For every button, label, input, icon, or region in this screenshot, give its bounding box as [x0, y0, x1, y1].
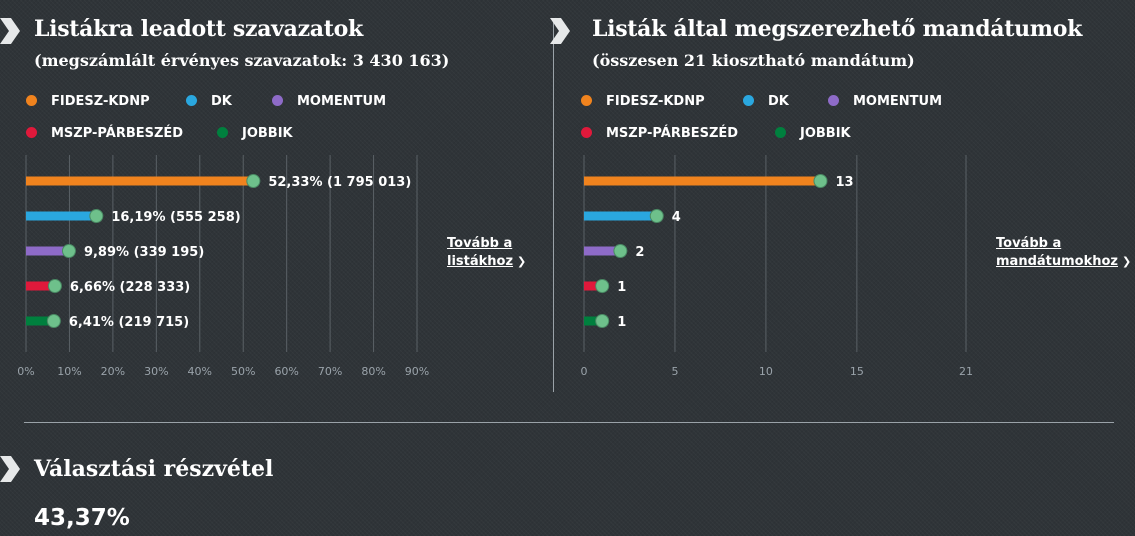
legend-dot-icon	[743, 95, 754, 106]
bar-end-marker	[46, 314, 61, 328]
legend-dot-icon	[581, 95, 592, 106]
votes-panel: Listákra leadott szavazatok (megszámlált…	[0, 0, 550, 400]
bar-momentum	[26, 246, 69, 256]
legend-dot-icon	[217, 127, 228, 138]
bar-mszp	[584, 281, 603, 291]
bar-jobbik	[584, 316, 603, 326]
legend-item-dk: DK	[186, 94, 232, 109]
bar-end-marker	[813, 174, 828, 188]
legend-dot-icon	[775, 127, 786, 138]
bar-dk	[26, 211, 97, 221]
section-chevron-icon	[0, 456, 20, 482]
chevron-right-icon: ❯	[1122, 255, 1132, 268]
legend-dot-icon	[26, 95, 37, 106]
x-tick-label: 10%	[57, 365, 81, 378]
x-tick-label: 40%	[188, 365, 212, 378]
bar-end-marker	[246, 174, 261, 188]
bar-momentum	[584, 246, 621, 256]
data-label: 6,41% (219 715)	[69, 315, 189, 330]
x-tick-label: 0	[581, 365, 588, 378]
legend-dot-icon	[828, 95, 839, 106]
votes-title: Listákra leadott szavazatok	[34, 16, 363, 42]
votes-subtitle: (megszámlált érvényes szavazatok: 3 430 …	[34, 51, 450, 70]
bar-end-marker	[613, 244, 628, 258]
legend-item-momentum: MOMENTUM	[272, 94, 386, 109]
x-tick-label: 80%	[361, 365, 385, 378]
legend-dot-icon	[272, 95, 283, 106]
data-label: 16,19% (555 258)	[111, 210, 240, 225]
bar-jobbik	[26, 316, 54, 326]
legend-item-fidesz: FIDESZ-KDNP	[26, 94, 150, 109]
legend-item-jobbik: JOBBIK	[775, 126, 851, 141]
bar-end-marker	[61, 244, 76, 258]
legend-dot-icon	[26, 127, 37, 138]
bar-end-marker	[47, 279, 62, 293]
bar-fidesz	[584, 176, 821, 186]
x-tick-label: 70%	[318, 365, 342, 378]
bar-dk	[584, 211, 657, 221]
x-tick-label: 20%	[101, 365, 125, 378]
x-tick-label: 50%	[231, 365, 255, 378]
legend-dot-icon	[186, 95, 197, 106]
seats-panel: Listák által megszerezhető mandátumok (ö…	[550, 0, 1135, 400]
turnout-title: Választási részvétel	[34, 456, 274, 482]
x-tick-label: 15	[850, 365, 864, 378]
legend-item-mszp: MSZP-PÁRBESZÉD	[26, 126, 183, 141]
bar-end-marker	[595, 314, 610, 328]
x-tick-label: 10	[759, 365, 773, 378]
horizontal-divider	[24, 422, 1114, 423]
legend-dot-icon	[581, 127, 592, 138]
legend-item-mszp: MSZP-PÁRBESZÉD	[581, 126, 738, 141]
bar-fidesz	[26, 176, 254, 186]
data-label: 4	[672, 210, 681, 225]
data-label: 1	[617, 280, 626, 295]
x-tick-label: 60%	[274, 365, 298, 378]
section-chevron-icon	[0, 18, 20, 44]
more-seats-link[interactable]: Tovább a mandátumokhoz ❯	[996, 236, 1132, 269]
legend-item-dk: DK	[743, 94, 789, 109]
x-tick-label: 5	[671, 365, 678, 378]
x-tick-label: 0%	[17, 365, 34, 378]
legend-item-jobbik: JOBBIK	[217, 126, 293, 141]
bar-mszp	[26, 281, 55, 291]
vertical-divider	[553, 18, 554, 392]
more-lists-link[interactable]: Tovább a listákhoz ❯	[447, 236, 527, 269]
x-tick-label: 21	[959, 365, 973, 378]
data-label: 6,66% (228 333)	[70, 280, 190, 295]
data-label: 1	[617, 315, 626, 330]
legend-item-fidesz: FIDESZ-KDNP	[581, 94, 705, 109]
votes-chart: 0% 10% 20% 30% 40% 50% 60% 70% 80% 90% 52,33% (1 7…	[17, 155, 429, 378]
section-chevron-icon	[550, 18, 570, 44]
bar-end-marker	[649, 209, 664, 223]
bar-end-marker	[595, 279, 610, 293]
data-label: 13	[835, 175, 853, 190]
x-tick-label: 90%	[405, 365, 429, 378]
seats-subtitle: (összesen 21 kiosztható mandátum)	[592, 51, 915, 70]
seats-title: Listák által megszerezhető mandátumok	[592, 16, 1083, 42]
data-label: 52,33% (1 795 013)	[268, 175, 411, 190]
data-label: 9,89% (339 195)	[84, 245, 204, 260]
data-label: 2	[635, 245, 644, 260]
chevron-right-icon: ❯	[517, 255, 527, 268]
x-tick-label: 30%	[144, 365, 168, 378]
bar-end-marker	[89, 209, 104, 223]
turnout-value: 43,37%	[34, 505, 130, 531]
legend-item-momentum: MOMENTUM	[828, 94, 942, 109]
